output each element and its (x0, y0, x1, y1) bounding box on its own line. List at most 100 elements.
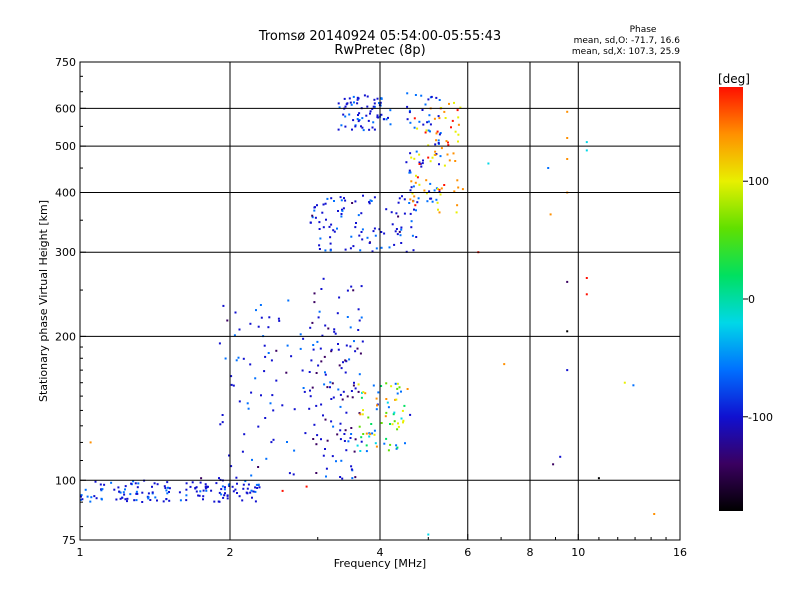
data-point (357, 383, 360, 386)
data-point (373, 128, 376, 131)
data-point (79, 498, 82, 501)
data-point (351, 202, 354, 204)
data-point (400, 228, 403, 231)
data-point (566, 280, 569, 283)
data-point (418, 183, 421, 186)
data-point (339, 405, 342, 408)
data-point (348, 113, 351, 116)
data-point (318, 228, 321, 230)
data-point (270, 441, 273, 444)
data-point (457, 140, 459, 143)
data-point (231, 485, 234, 488)
data-point (323, 355, 326, 358)
data-point (179, 499, 182, 502)
data-point (147, 496, 150, 499)
data-point (337, 388, 340, 391)
data-point (440, 147, 443, 150)
data-point (257, 425, 260, 428)
data-point (356, 102, 359, 105)
data-point (361, 117, 364, 120)
data-point (219, 423, 222, 426)
data-point (256, 487, 259, 489)
data-point (427, 533, 430, 536)
data-point (338, 364, 341, 367)
data-point (361, 340, 364, 343)
data-point (412, 249, 415, 252)
data-point (242, 483, 245, 486)
data-point (413, 195, 416, 198)
data-point (250, 474, 253, 477)
data-point (199, 481, 202, 484)
data-point (80, 495, 82, 498)
data-point (218, 477, 220, 480)
data-point (247, 483, 250, 486)
data-point (549, 213, 552, 216)
data-point (344, 429, 347, 432)
data-point (149, 499, 152, 501)
data-point (443, 110, 446, 113)
data-point (429, 123, 432, 126)
data-point (339, 393, 342, 396)
data-point (357, 390, 360, 393)
data-point (385, 118, 388, 121)
data-point (448, 159, 451, 162)
data-point (354, 125, 357, 128)
data-point (121, 496, 124, 499)
data-point (362, 129, 365, 132)
data-point (394, 230, 397, 233)
data-point (218, 491, 221, 494)
data-point (195, 486, 198, 489)
data-point (86, 495, 89, 498)
data-point (220, 488, 223, 491)
data-point (228, 454, 230, 457)
data-point (431, 156, 434, 159)
data-point (341, 209, 344, 212)
data-point (367, 119, 370, 122)
data-point (356, 347, 359, 350)
data-point (415, 174, 417, 177)
data-point (360, 285, 363, 288)
data-point (434, 150, 437, 153)
data-point (137, 482, 140, 485)
data-point (372, 105, 375, 108)
data-point (445, 140, 448, 143)
data-point (228, 485, 231, 487)
data-point (348, 97, 351, 100)
y-tick-label: 400 (55, 186, 76, 199)
data-point (226, 494, 229, 497)
data-point (278, 319, 281, 322)
data-point (205, 489, 208, 492)
data-point (454, 160, 457, 162)
data-point (151, 485, 153, 488)
data-point (356, 444, 359, 447)
data-point (459, 106, 462, 109)
data-point (397, 201, 400, 204)
data-point (437, 115, 440, 118)
data-point (396, 382, 399, 385)
data-point (365, 432, 368, 435)
data-point (409, 189, 412, 192)
data-point (309, 326, 312, 329)
data-point (417, 197, 420, 200)
data-point (437, 208, 439, 211)
data-point (395, 228, 398, 230)
data-point (390, 385, 393, 388)
data-point (632, 384, 635, 387)
data-point (162, 500, 165, 503)
data-point (344, 115, 347, 118)
y-tick-label: 200 (55, 330, 76, 343)
data-point (396, 392, 399, 395)
data-point (185, 488, 188, 491)
data-point (346, 395, 349, 398)
data-point (226, 319, 229, 322)
data-point (345, 411, 348, 414)
data-point (178, 491, 181, 494)
data-point (320, 438, 322, 441)
data-point (185, 499, 188, 502)
data-point (405, 161, 408, 164)
data-point (393, 411, 396, 414)
data-point (349, 345, 352, 348)
data-point (224, 486, 226, 489)
data-point (332, 396, 335, 399)
data-point (418, 153, 421, 156)
